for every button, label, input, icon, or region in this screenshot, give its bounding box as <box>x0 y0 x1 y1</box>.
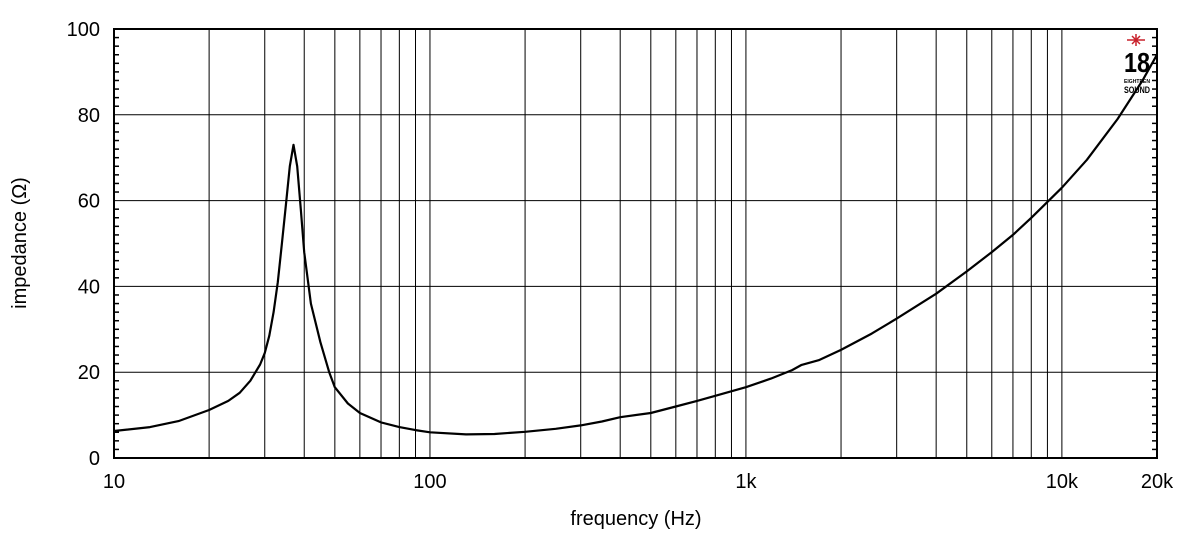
y-tick-label: 40 <box>78 276 100 298</box>
logo-brand-text: SOUND <box>1124 85 1150 95</box>
star-icon <box>1127 34 1145 46</box>
y-tick-label: 0 <box>89 448 100 470</box>
x-tick-label: 1k <box>735 471 757 493</box>
plot-frame <box>113 28 1158 459</box>
y-tick-label: 80 <box>78 105 100 127</box>
y-tick-label: 100 <box>67 19 100 41</box>
x-tick-label: 10 <box>103 471 125 493</box>
x-tick-label: 100 <box>413 471 446 493</box>
grid-lines <box>114 29 1157 458</box>
logo-small-text: EIGHTEEN <box>1124 79 1150 85</box>
brand-logo: 18 EIGHTEEN SOUND <box>1124 34 1150 95</box>
x-axis-tick-labels: 10 100 1k 10k 20k <box>103 471 1174 493</box>
x-tick-label: 20k <box>1141 471 1174 493</box>
impedance-curve <box>113 54 1158 436</box>
x-axis-title: frequency (Hz) <box>570 508 701 530</box>
x-tick-label: 10k <box>1046 471 1079 493</box>
y-tick-label: 60 <box>78 191 100 213</box>
y-axis-title: impedance (Ω) <box>9 177 31 309</box>
y-tick-label: 20 <box>78 362 100 384</box>
y-axis-tick-labels: 0 20 40 60 80 100 <box>67 19 100 470</box>
y-minor-ticks <box>114 36 1157 451</box>
logo-number: 18 <box>1124 47 1150 78</box>
